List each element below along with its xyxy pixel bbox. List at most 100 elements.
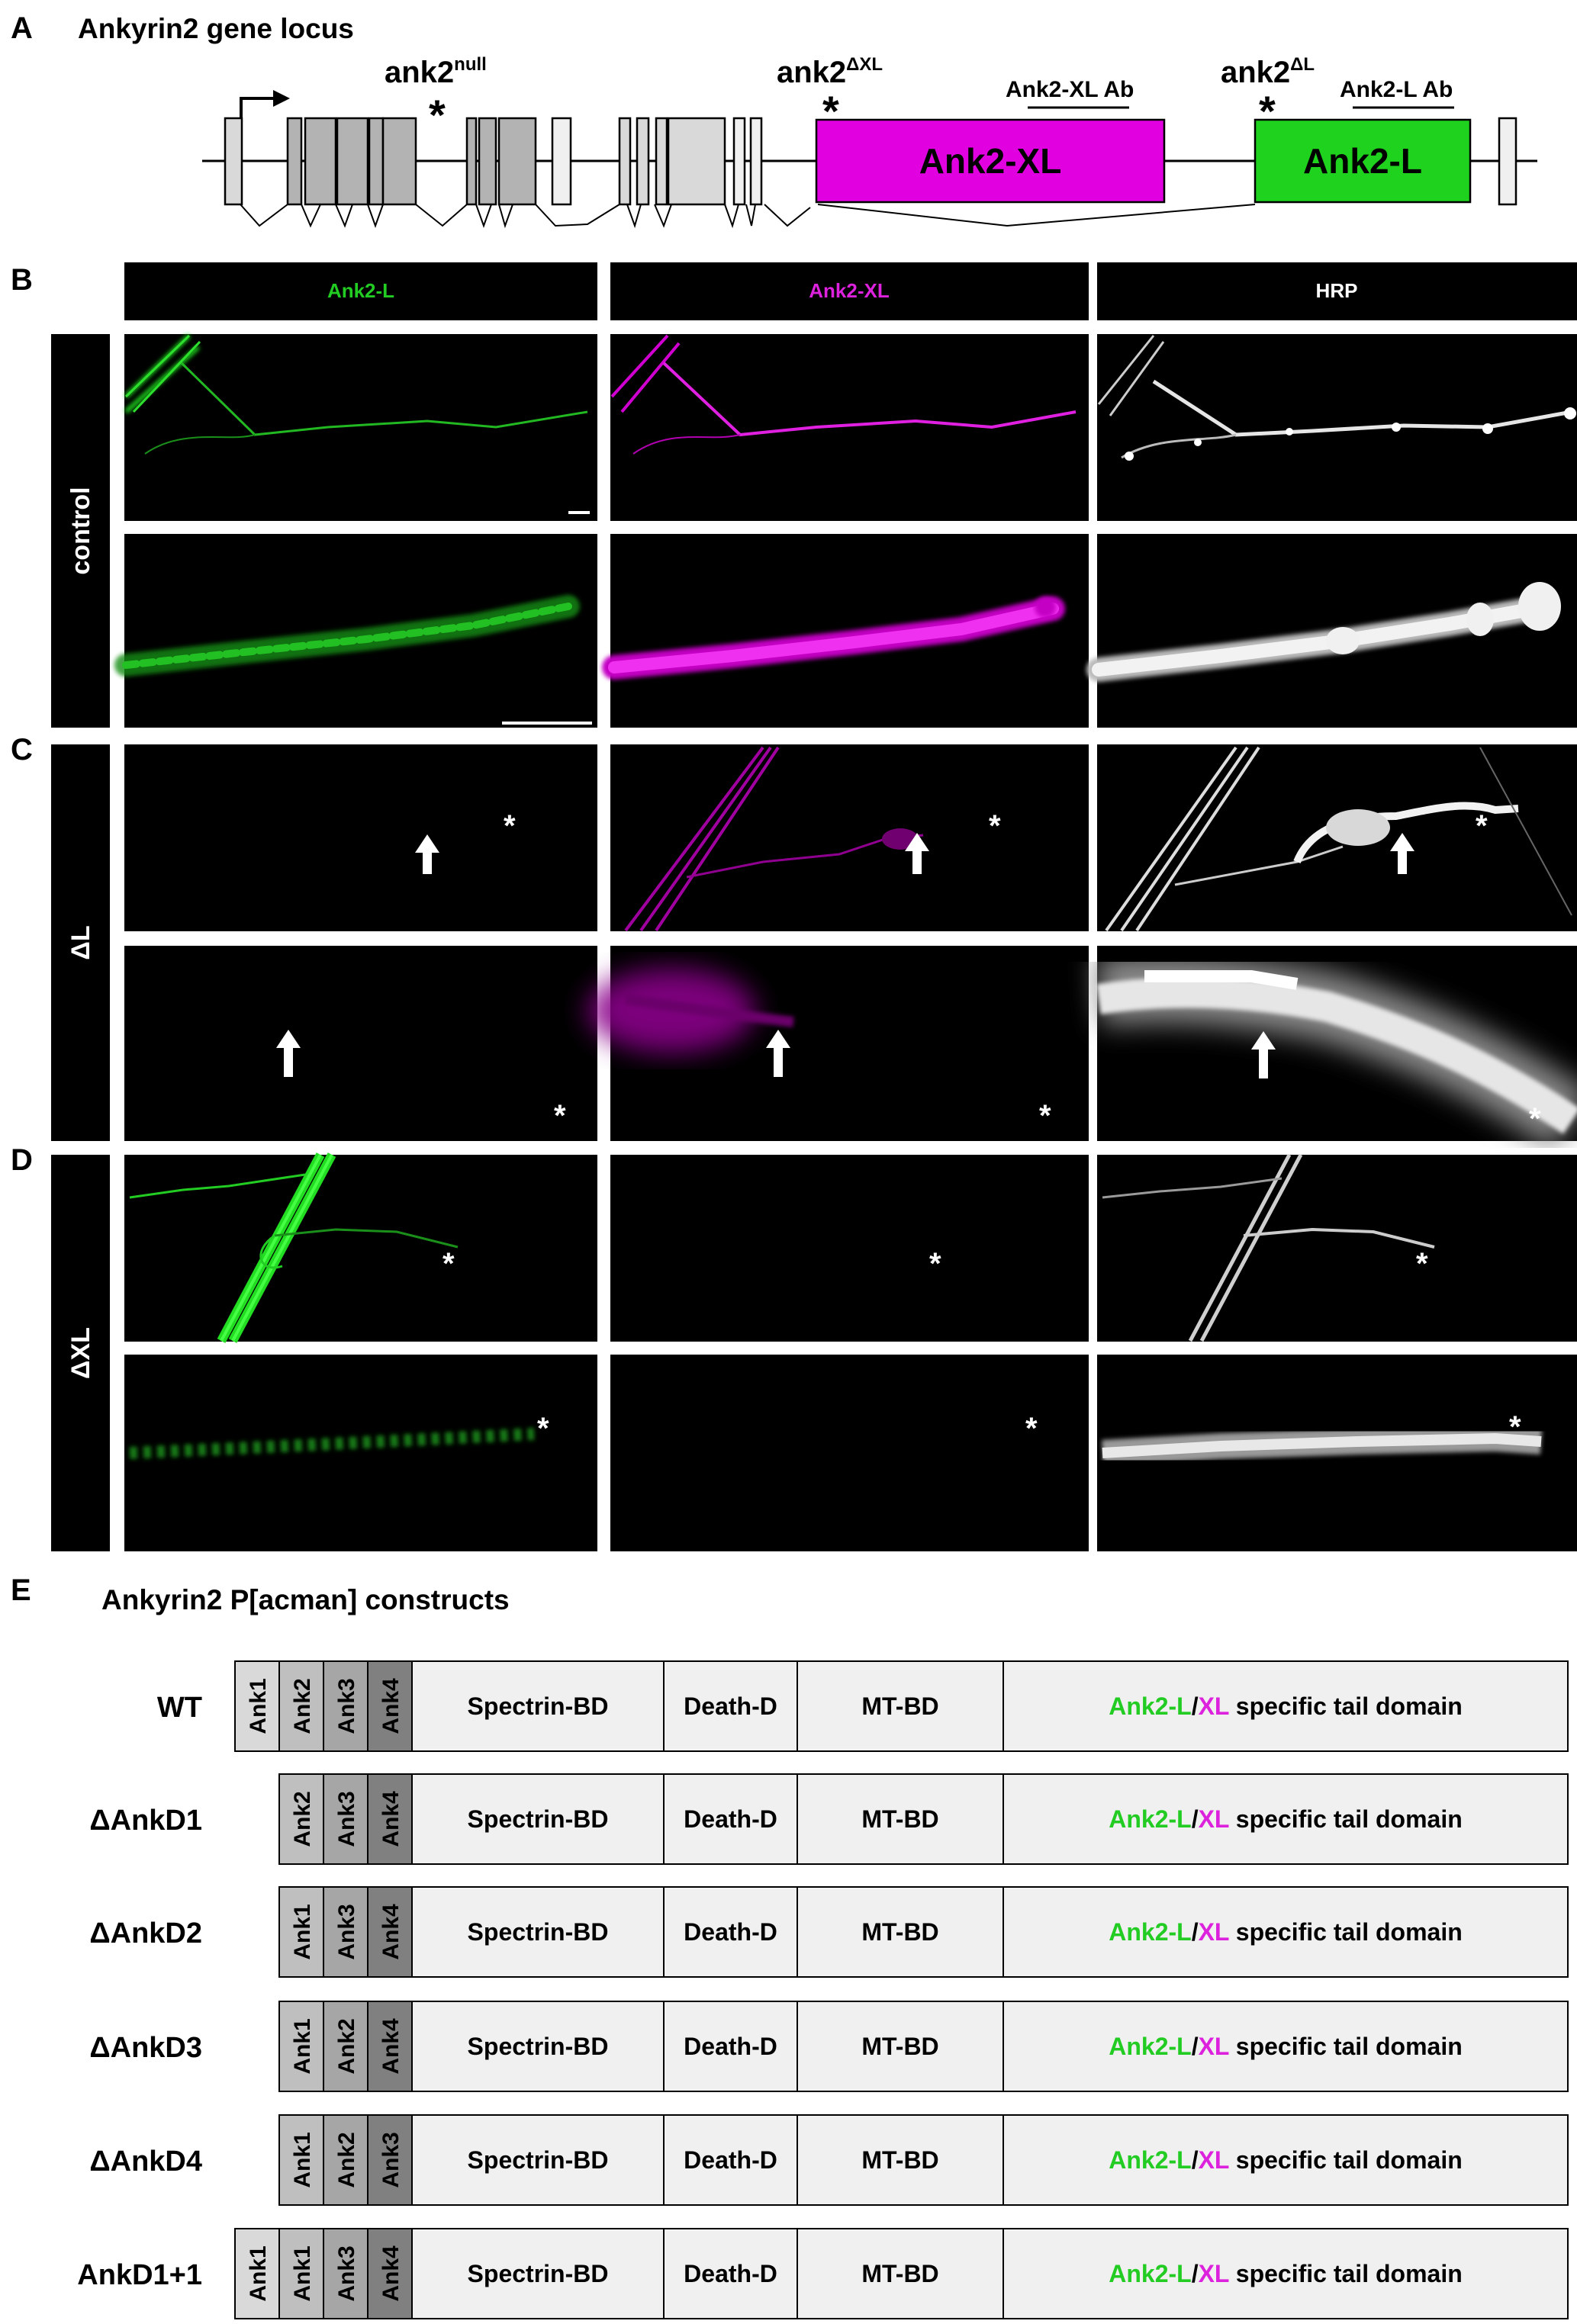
ankyrin-repeat-block	[278, 2114, 324, 2206]
spectrin-binding-domain	[411, 2114, 665, 2206]
terminal-asterisk: *	[1476, 809, 1488, 843]
ankyrin-repeat-block	[278, 1660, 324, 1752]
ankyrin-repeat-label: Ank2	[290, 1678, 315, 1734]
microtubule-binding-domain-label: MT-BD	[861, 2146, 938, 2174]
spectrin-binding-domain	[411, 2228, 665, 2319]
exon	[636, 117, 650, 206]
micrograph-dxl-ank2xl-low: *	[610, 1155, 1089, 1342]
ankyrin-repeat-block	[323, 1773, 369, 1865]
micrograph-dl-hrp-low: *	[1097, 744, 1577, 932]
construct-row: ΔAnkD3 Ank1 Ank2 Ank4 Spectrin-BD Death-D MT-B…	[89, 2001, 1569, 2092]
microtubule-binding-domain	[797, 1886, 1004, 1978]
row-label-bar	[51, 334, 110, 728]
exon-ank2-l-label: Ank2-L	[1303, 141, 1422, 181]
column-header-hrp: HRP	[1316, 279, 1358, 302]
spectrin-binding-domain	[411, 1660, 665, 1752]
micrograph-dl-ank2l-low: *	[124, 744, 597, 931]
ank2-l-antibody-label: Ank2-L Ab	[1340, 77, 1453, 102]
micrograph-control-ank2l-high	[114, 534, 597, 728]
death-domain	[663, 1886, 798, 1978]
arrow	[276, 1030, 301, 1077]
panel-letter-d: D	[11, 1143, 33, 1177]
splice-line	[764, 204, 811, 227]
ankyrin-repeat-label: Ank4	[378, 1904, 404, 1960]
constructs-title: Ankyrin2 P[acman] constructs	[101, 1584, 510, 1615]
transcription-start-arrow	[240, 90, 290, 122]
constructs-list: WT Ank1 Ank2 Ank3 Ank4 Spectrin-BD Death-D MT-B…	[77, 1660, 1569, 2319]
splice-line	[335, 204, 353, 228]
ank2-xl-antibody-label: Ank2-XL Ab	[1006, 77, 1134, 102]
specific-tail-domain-label: Ank2-L/XL specific tail domain	[1109, 2146, 1463, 2174]
column-header-ank2-xl: Ank2-XL	[809, 279, 890, 302]
micrograph-dxl-ank2xl-high: *	[610, 1355, 1089, 1551]
microtubule-binding-domain	[797, 2001, 1004, 2092]
panel-letter-e: E	[11, 1573, 31, 1607]
micrograph-control-ank2xl-low	[610, 334, 1089, 521]
ankyrin-repeat-label: Ank3	[334, 2245, 359, 2301]
exon	[497, 117, 537, 206]
splice-line	[654, 204, 672, 228]
specific-tail-domain-label: Ank2-L/XL specific tail domain	[1109, 2260, 1463, 2287]
ankyrin-repeat-block	[234, 2228, 280, 2319]
ankyrin-repeat-label: Ank1	[290, 1904, 315, 1959]
terminal-asterisk: *	[1509, 1410, 1521, 1444]
spectrin-binding-domain-label: Spectrin-BD	[468, 2260, 609, 2287]
exon-group	[224, 117, 1517, 206]
death-domain-label: Death-D	[684, 1805, 777, 1833]
terminal-asterisk: *	[1025, 1412, 1038, 1445]
ankyrin-repeat-label: Ank4	[378, 1791, 404, 1847]
terminal-asterisk: *	[537, 1412, 549, 1445]
specific-tail-domain-label: Ank2-L/XL specific tail domain	[1109, 2033, 1463, 2060]
ankyrin-repeat-label: Ank2	[334, 2018, 359, 2074]
arrow	[1251, 1031, 1276, 1078]
ankyrin-repeat-block	[367, 1660, 413, 1752]
spectrin-binding-domain-label: Spectrin-BD	[468, 2033, 609, 2060]
microtubule-binding-domain-label: MT-BD	[861, 1918, 938, 1946]
splice-line	[724, 204, 739, 229]
specific-tail-domain	[1003, 2114, 1569, 2206]
spectrin-binding-domain-label: Spectrin-BD	[468, 2146, 609, 2174]
exon	[336, 117, 369, 206]
ankyrin-repeat-label: Ank2	[334, 2132, 359, 2187]
ankyrin-repeat-block	[367, 2228, 413, 2319]
micrograph-dl-ank2xl-high: *	[587, 946, 1089, 1141]
allele-null-label: ank2null	[385, 54, 487, 89]
construct-row: WT Ank1 Ank2 Ank3 Ank4 Spectrin-BD Death-D MT-B…	[157, 1660, 1569, 1752]
panel-letter-b: B	[11, 263, 33, 297]
micrograph-dxl-hrp-low: *	[1097, 1153, 1577, 1342]
splice-line	[626, 204, 642, 229]
splice-line	[475, 204, 492, 228]
spectrin-binding-domain-label: Spectrin-BD	[468, 1805, 609, 1833]
ankyrin-repeat-block	[278, 2001, 324, 2092]
splice-line-xl-skip	[817, 204, 1256, 227]
death-domain-label: Death-D	[684, 2146, 777, 2174]
arrow	[1390, 833, 1414, 874]
ankyrin-repeat-label: Ank4	[378, 2018, 404, 2075]
ankyrin-repeat-block	[323, 2114, 369, 2206]
construct-name: ΔAnkD4	[89, 2146, 202, 2178]
ankyrin-repeat-label: Ank1	[290, 2132, 315, 2187]
panel-letter-c: C	[11, 733, 33, 767]
ankyrin-repeat-block	[367, 2001, 413, 2092]
exon	[655, 117, 668, 206]
exon	[286, 117, 303, 206]
allele-null-asterisk: *	[429, 91, 446, 139]
micrograph-dl-ank2l-high: *	[124, 946, 597, 1141]
panel-letter-a: A	[11, 11, 33, 45]
row-label-control: control	[66, 487, 95, 574]
terminal-asterisk: *	[443, 1247, 455, 1281]
death-domain-label: Death-D	[684, 2260, 777, 2287]
scale-bar	[502, 722, 592, 725]
specific-tail-domain	[1003, 1773, 1569, 1865]
microtubule-binding-domain-label: MT-BD	[861, 1692, 938, 1720]
terminal-asterisk: *	[1416, 1247, 1428, 1281]
death-domain-label: Death-D	[684, 2033, 777, 2060]
ankyrin-repeat-block	[278, 2228, 324, 2319]
ankyrin-repeat-label: Ank3	[334, 1791, 359, 1847]
death-domain	[663, 2114, 798, 2206]
splice-line	[415, 204, 468, 227]
microtubule-binding-domain	[797, 1660, 1004, 1752]
specific-tail-domain	[1003, 2228, 1569, 2319]
panel-a: A Ankyrin2 gene locus ank2null * ank2ΔXL…	[11, 11, 1537, 229]
